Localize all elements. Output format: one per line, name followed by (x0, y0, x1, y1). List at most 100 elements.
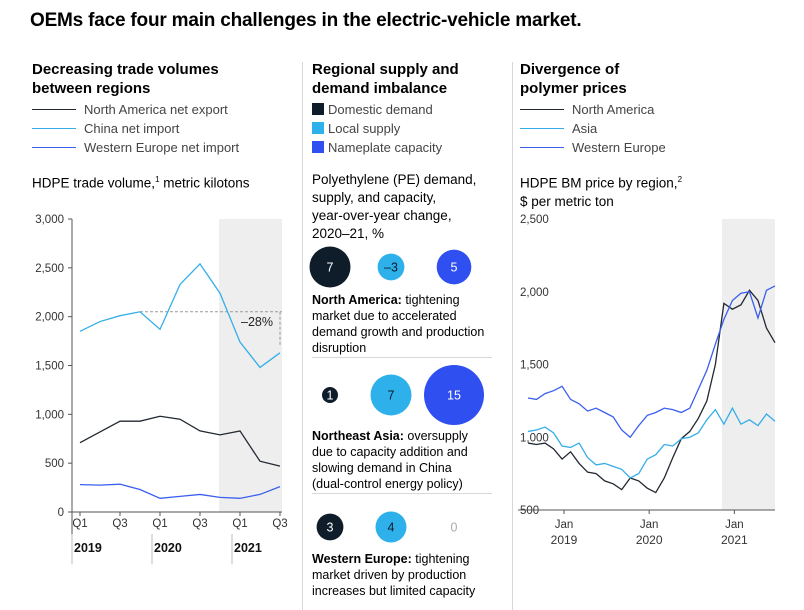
legend-domestic-demand: Domestic demand (312, 100, 442, 119)
year-label: 2019 (74, 541, 102, 555)
region-divider-2 (312, 493, 492, 494)
region-desc-north-america: North America: tightening market due to … (312, 293, 485, 355)
series-line-asia (527, 406, 776, 479)
polymer-subtitle: HDPE BM price by region,2 $ per metric t… (520, 171, 682, 211)
legend-label: North America net export (84, 102, 228, 117)
footnote-marker: 2 (677, 175, 683, 184)
supply-legend: Domestic demand Local supply Nameplate c… (312, 100, 442, 157)
legend-western-europe: Western Europe net import (32, 138, 239, 157)
legend-label: Asia (572, 121, 598, 136)
legend-line-china (32, 128, 76, 129)
legend-label: Western Europe (572, 140, 666, 155)
x-tick-label: Jan (725, 519, 744, 531)
trade-legend: North America net export China net impor… (32, 100, 239, 157)
legend-nameplate-capacity: Nameplate capacity (312, 138, 442, 157)
bubble-value-label: –3 (384, 261, 398, 275)
region-desc-western-europe: Western Europe: tightening market driven… (312, 552, 476, 598)
polymer-price-chart: 2,500 2,000 1,500 1,000 500 Jan 2019 Jan 2020 Jan… (518, 214, 776, 547)
bubble-local-supply (370, 374, 412, 416)
legend-label: Nameplate capacity (328, 140, 443, 155)
legend-china: China net import (32, 119, 239, 138)
y-tick-label: 3,000 (35, 214, 64, 226)
y-tick-label: 2,500 (35, 263, 64, 275)
bubble-value-label: 7 (388, 389, 395, 403)
bubble-nameplate-capacity (424, 365, 484, 425)
year-label: 2021 (234, 541, 262, 555)
polymer-legend: North America Asia Western Europe (520, 100, 666, 157)
panel-divider-1 (302, 62, 303, 610)
polymer-subtitle-unit: $ per metric ton (520, 193, 614, 209)
region-divider-1 (312, 357, 492, 358)
bubble-local-supply (377, 253, 405, 281)
series-line-north-america-net-export (79, 415, 281, 467)
legend-asia: Asia (520, 119, 666, 138)
y-tick-label: 1,000 (35, 409, 64, 421)
x-tick-year: 2019 (551, 533, 578, 547)
x-tick-label: Q3 (112, 518, 127, 530)
legend-swatch-nameplate (312, 141, 324, 153)
legend-western-europe: Western Europe (520, 138, 666, 157)
region-name: Western Europe: (312, 552, 412, 566)
footnote-marker: 1 (155, 175, 160, 184)
legend-swatch-local (312, 122, 324, 134)
legend-label: Western Europe net import (84, 140, 240, 155)
polymer-subtitle-main: HDPE BM price by region, (520, 175, 678, 191)
y-tick-label: 500 (520, 505, 539, 517)
legend-label: Domestic demand (328, 102, 433, 117)
trade-panel-heading: Decreasing trade volumes between regions (32, 61, 219, 97)
legend-line-na (32, 109, 76, 110)
bubble-nameplate-capacity (436, 249, 472, 285)
bubble-value-label: 5 (451, 261, 458, 275)
trade-subtitle: HDPE trade volume,1 metric kilotons (32, 171, 250, 193)
bubble-domestic-demand (309, 246, 351, 288)
legend-north-america: North America (520, 100, 666, 119)
panel-divider-2 (512, 62, 513, 610)
trade-volume-chart: 3,000 2,500 2,000 1,500 1,000 500 0 –28% Q1 Q3 Q1 Q… (35, 214, 288, 564)
y-tick-label: 500 (45, 458, 64, 470)
page-title: OEMs face four main challenges in the el… (30, 10, 582, 31)
region-name: Northeast Asia: (312, 429, 404, 443)
legend-line-na (520, 109, 564, 110)
legend-swatch-domestic (312, 103, 324, 115)
legend-line-we (520, 147, 564, 148)
y-tick-label: 1,500 (520, 360, 549, 372)
bubble-value-label: 7 (327, 261, 334, 275)
y-tick-label: 1,000 (520, 432, 549, 444)
region-name: North America: (312, 293, 402, 307)
legend-north-america: North America net export (32, 100, 239, 119)
legend-label: North America (572, 102, 655, 117)
x-tick-year: 2021 (721, 533, 748, 547)
shaded-period (219, 219, 282, 512)
x-tick-label: Q1 (232, 518, 247, 530)
bubble-domestic-demand (322, 387, 338, 403)
supply-panel-heading: Regional supply and demand imbalance (312, 61, 459, 97)
y-tick-label: 2,000 (520, 287, 549, 299)
shaded-period (721, 219, 775, 510)
x-tick-label: Jan (640, 519, 659, 531)
series-line-china-net-import (79, 262, 281, 369)
pe-bubble-chart: 7 –3 5 1 7 15 3 4 0 (309, 246, 484, 543)
bubble-value-label: 15 (447, 389, 461, 403)
bubble-domestic-demand (316, 513, 344, 541)
y-tick-label: 1,500 (35, 361, 64, 373)
series-line-north-america (527, 289, 776, 494)
x-tick-year: 2020 (636, 533, 663, 547)
x-tick-label: Jan (555, 519, 574, 531)
x-tick-label: Q1 (152, 518, 167, 530)
bubble-value-label: 0 (451, 521, 458, 535)
y-tick-label: 0 (58, 507, 64, 519)
bubble-value-label: 1 (327, 389, 334, 403)
y-tick-label: 2,500 (520, 214, 549, 226)
x-tick-label: Q1 (72, 518, 87, 530)
series-line-western-europe (527, 285, 776, 439)
y-tick-label: 2,000 (35, 312, 64, 324)
bubble-value-label: 4 (388, 521, 395, 535)
percent-change-annotation: –28% (241, 315, 273, 329)
polymer-panel-heading: Divergence of polymer prices (520, 61, 627, 97)
legend-label: China net import (84, 121, 180, 136)
legend-label: Local supply (328, 121, 401, 136)
bubble-local-supply (375, 511, 407, 543)
year-label: 2020 (154, 541, 182, 555)
x-tick-label: Q3 (272, 518, 287, 530)
bubble-value-label: 3 (327, 521, 334, 535)
